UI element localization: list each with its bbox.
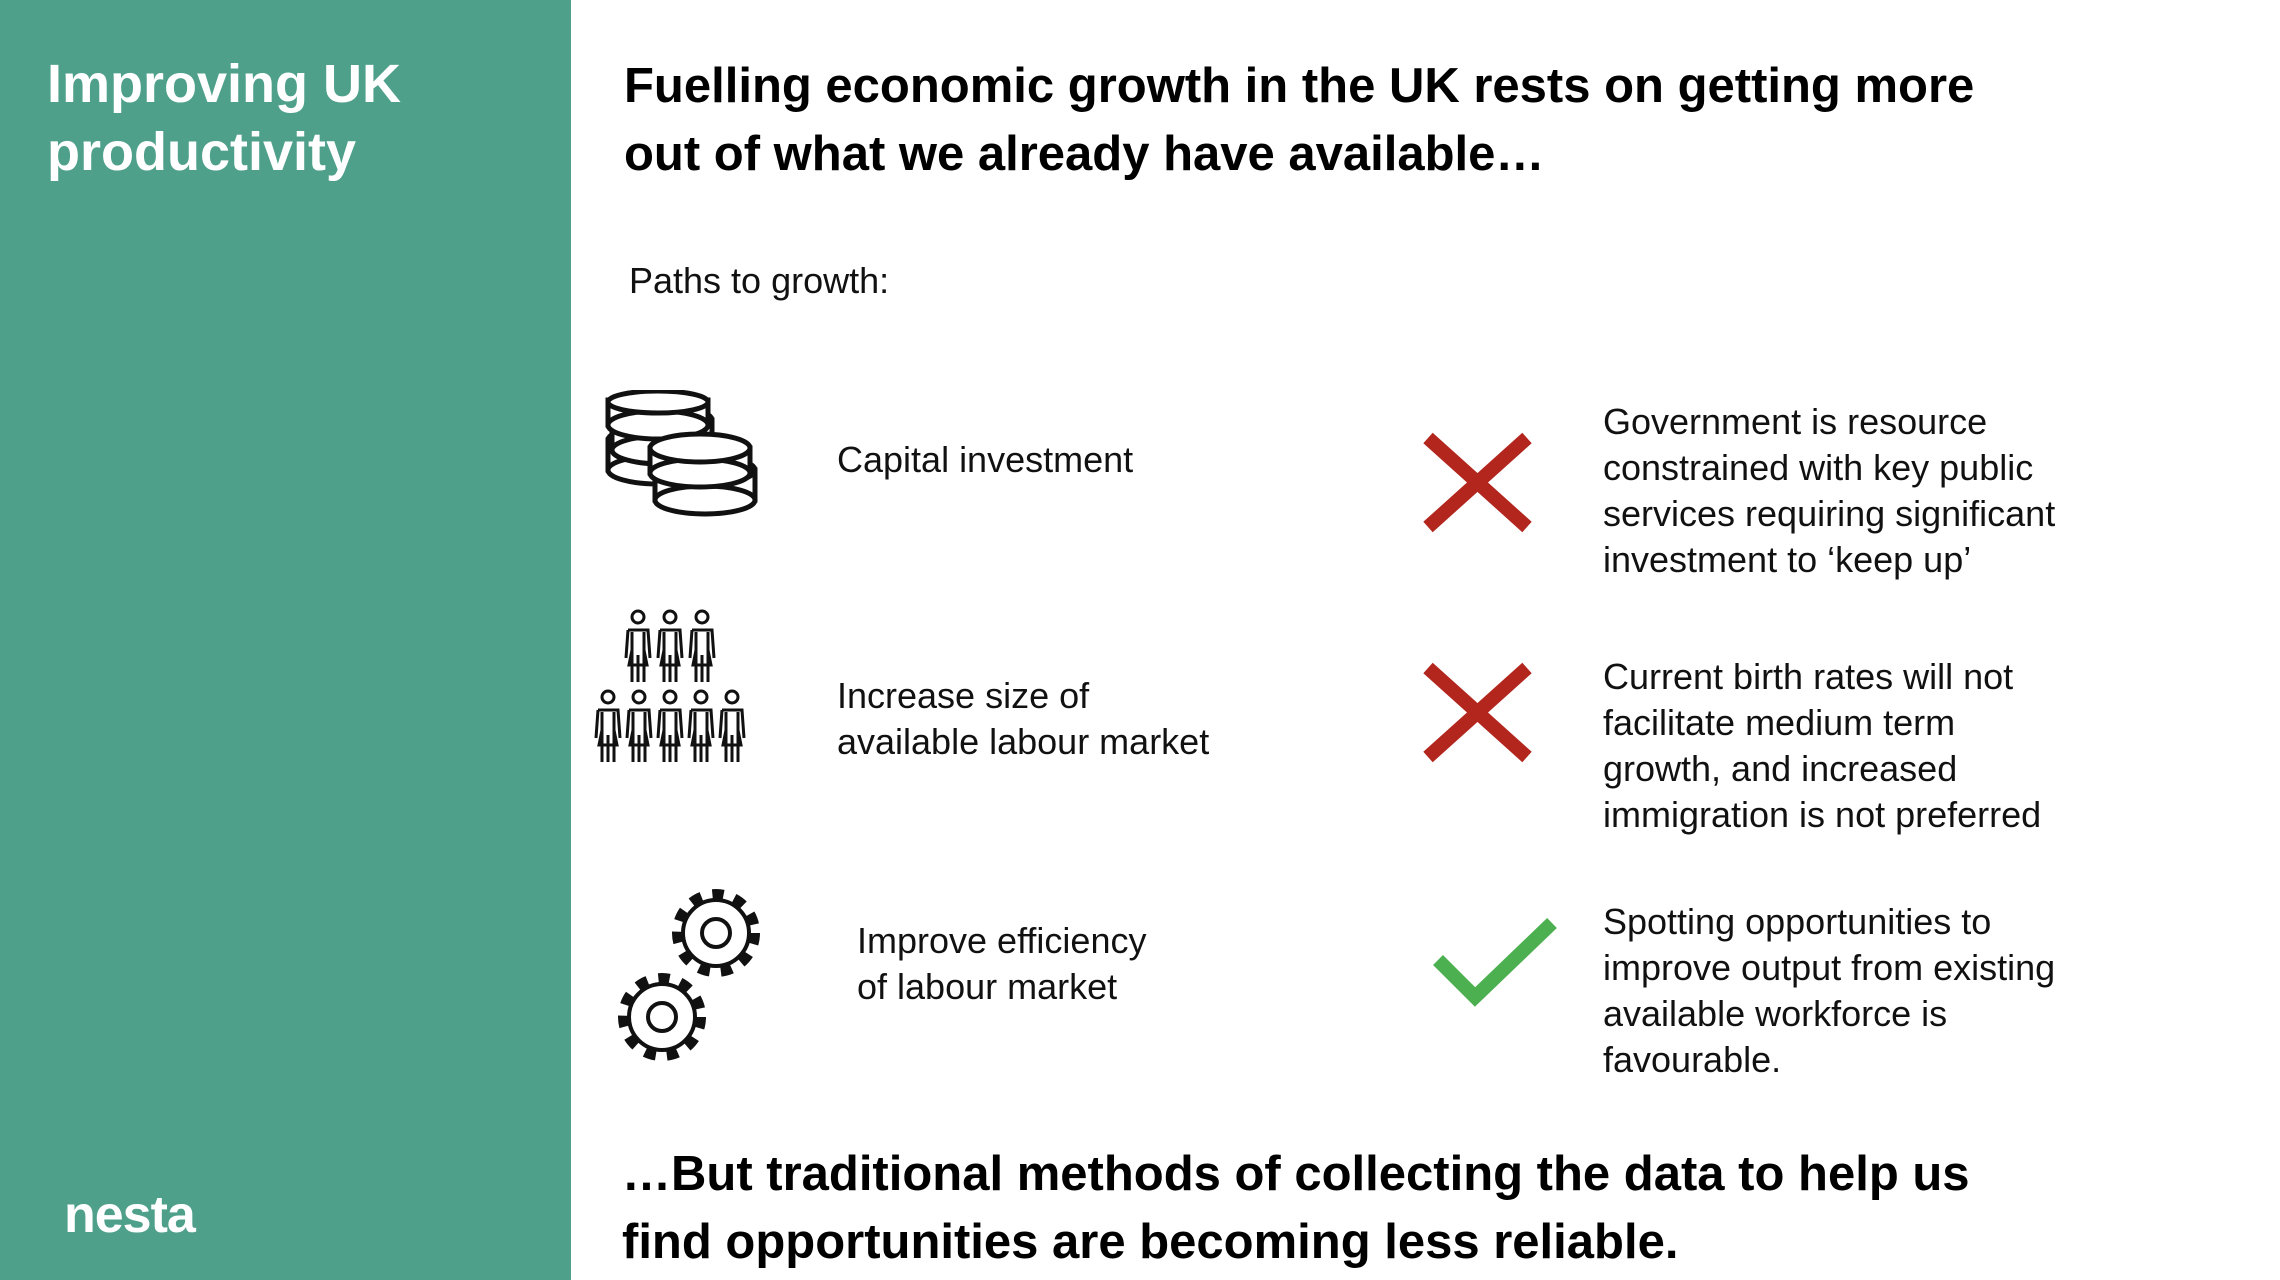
note-line: Current birth rates will not [1603,656,2014,697]
label-line: available labour market [837,721,1210,762]
header-title: Fuelling economic growth in the UK rests… [624,52,1974,188]
people-icon [594,609,746,764]
sidebar-title-line: productivity [47,122,357,182]
person [687,689,715,764]
label-line: Increase size of [837,675,1090,716]
sidebar [0,0,571,1280]
logo: nesta [64,1186,196,1244]
note-line: favourable. [1603,1039,1782,1080]
path-note: Current birth rates will not facilitate … [1603,654,2041,838]
person [625,689,653,764]
note-line: facilitate medium term [1603,702,1956,743]
note-line: growth, and increased [1603,748,1958,789]
cross-icon [1423,662,1532,763]
path-label: Increase size of available labour market [837,673,1209,765]
person [718,689,746,764]
header-line: out of what we already have available… [624,127,1545,181]
sidebar-title-line: Improving UK [47,54,402,114]
label-line: Improve efficiency [857,920,1147,961]
path-label: Capital investment [837,437,1133,483]
footer-text: …But traditional methods of collecting t… [622,1140,1970,1276]
label-line: of labour market [857,966,1118,1007]
check-icon [1433,917,1557,1007]
path-note: Government is resource constrained with … [1603,399,2055,583]
note-line: Government is resource [1603,401,1988,442]
sidebar-title: Improving UK productivity [47,50,401,186]
cross-icon [1423,432,1532,533]
footer-line: find opportunities are becoming less rel… [622,1215,1679,1269]
note-line: available workforce is [1603,993,1948,1034]
person [656,689,684,764]
label-line: Capital investment [837,439,1134,480]
note-line: investment to ‘keep up’ [1603,539,1972,580]
path-note: Spotting opportunities to improve output… [1603,899,2055,1083]
note-line: improve output from existing [1603,947,2056,988]
note-line: constrained with key public [1603,447,2034,488]
person [688,609,716,684]
header-line: Fuelling economic growth in the UK rests… [624,59,1975,113]
gears-icon [618,889,760,1061]
note-line: services requiring significant [1603,493,2056,534]
person [656,609,684,684]
path-label: Improve efficiency of labour market [857,918,1146,1010]
coins-icon [605,390,758,517]
note-line: immigration is not preferred [1603,794,2042,835]
footer-line: …But traditional methods of collecting t… [622,1147,1970,1201]
note-line: Spotting opportunities to [1603,901,1992,942]
person [624,609,652,684]
subtitle: Paths to growth: [629,260,890,301]
person [594,689,622,764]
